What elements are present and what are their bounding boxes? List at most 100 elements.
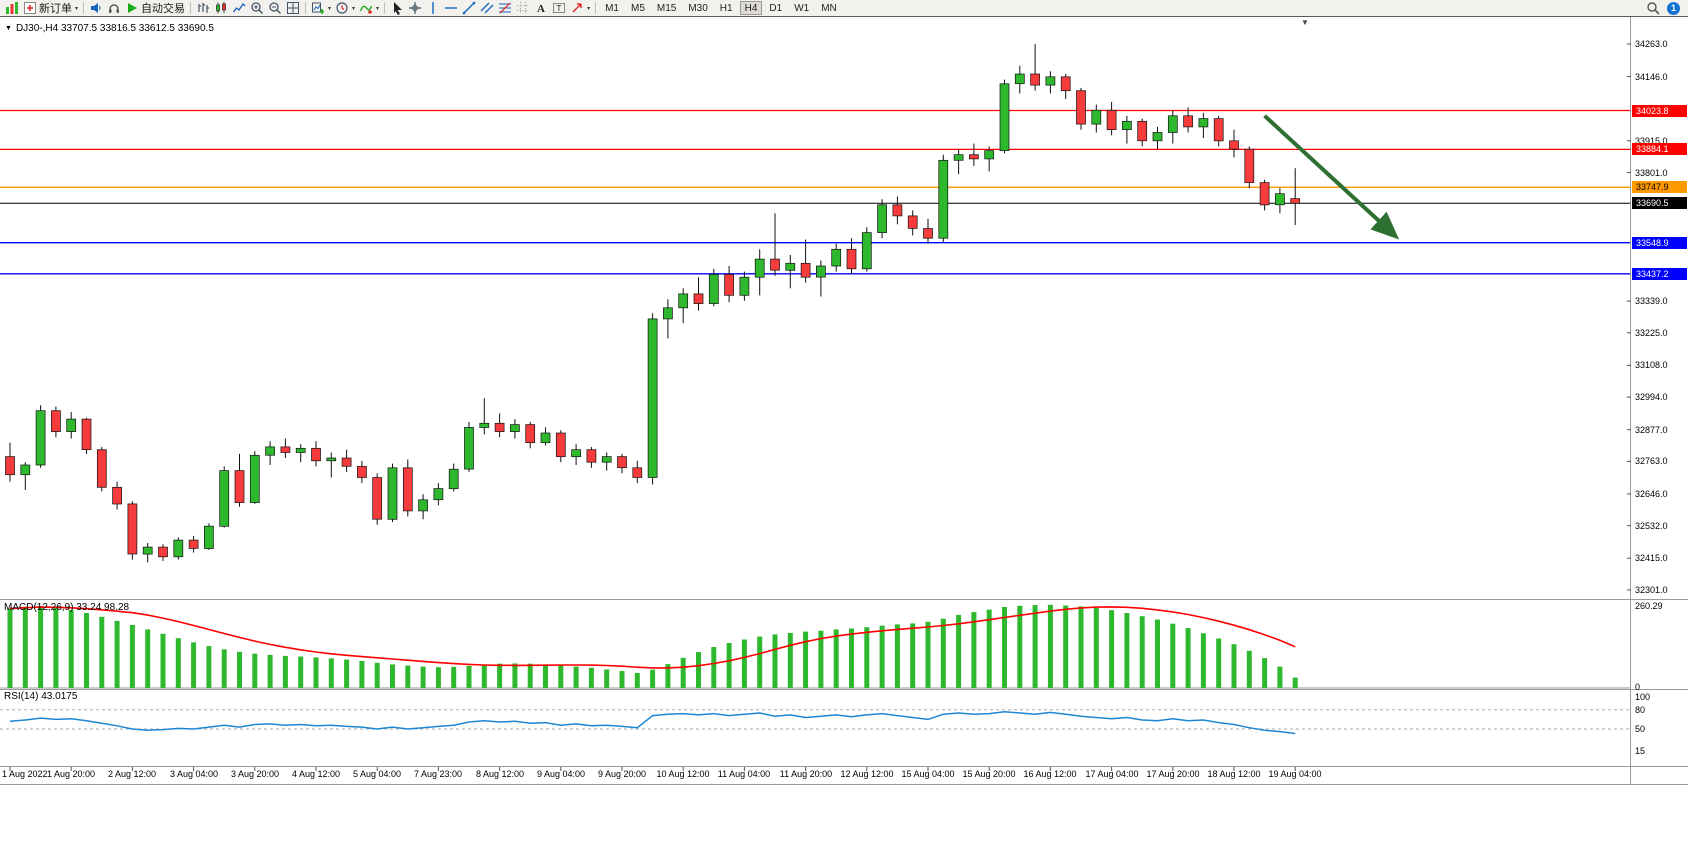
fibonacci-tool-icon[interactable] [496, 0, 514, 16]
time-axis-label[interactable]: 2 Aug 12:00 [107, 769, 157, 779]
horizontal-line-tool-icon[interactable] [442, 0, 460, 16]
price-axis-label[interactable]: 32532.0 [1635, 521, 1668, 531]
time-axis-label[interactable]: 16 Aug 12:00 [1023, 769, 1077, 779]
timeframe-mn-button[interactable]: MN [821, 3, 837, 14]
macd-bar [1063, 605, 1069, 688]
notification-badge[interactable]: 1 [1667, 1, 1680, 15]
grid-icon[interactable] [514, 0, 532, 16]
macd-bar [1155, 619, 1160, 688]
text-label-tool-icon[interactable]: T [550, 0, 568, 16]
zoom-out-icon[interactable] [266, 0, 284, 16]
time-axis-label[interactable]: 18 Aug 12:00 [1207, 769, 1261, 779]
time-axis-label[interactable]: 10 Aug 12:00 [656, 769, 710, 779]
price-axis-label[interactable]: 33915.0 [1635, 136, 1668, 146]
textbox-glyph: T [553, 3, 566, 13]
time-axis-label[interactable]: 1 Aug 2022 [2, 769, 48, 779]
new-chart-icon[interactable]: ▾ [309, 0, 333, 16]
text-tool-icon[interactable]: A [532, 0, 550, 16]
channel-tool-icon[interactable] [478, 0, 496, 16]
price-axis-label[interactable]: 32877.0 [1635, 425, 1668, 435]
headset-glyph [109, 4, 120, 13]
cursor-glyph [394, 2, 403, 15]
timeframe-h4-button[interactable]: H4 [739, 1, 763, 15]
support-icon[interactable] [105, 0, 123, 16]
macd-bar [604, 669, 610, 688]
time-axis-label[interactable]: 17 Aug 04:00 [1085, 769, 1139, 779]
candlestick-series [5, 44, 1301, 563]
macd-bar [1262, 658, 1268, 688]
charts-window-icon[interactable] [3, 0, 21, 16]
macd-bar [344, 659, 350, 688]
timeframe-m30-button[interactable]: M30 [688, 3, 708, 14]
time-axis-label[interactable]: 3 Aug 20:00 [230, 769, 280, 779]
macd-bar [787, 632, 793, 688]
zoom-in-icon[interactable] [248, 0, 266, 16]
macd-bar [879, 625, 885, 688]
profiles-icon[interactable]: ▾ [333, 0, 357, 16]
macd-bar [1002, 607, 1007, 688]
price-axis-label[interactable]: 32646.0 [1635, 489, 1668, 499]
price-axis-label[interactable]: 32763.0 [1635, 456, 1668, 466]
timeframe-d1-button[interactable]: D1 [769, 3, 783, 14]
price-axis-label[interactable]: 33225.0 [1635, 328, 1668, 338]
time-axis-label[interactable]: 3 Aug 04:00 [169, 769, 219, 779]
community-icon[interactable] [87, 0, 105, 16]
macd-bar [114, 620, 120, 688]
line-chart-type-icon[interactable] [230, 0, 248, 16]
price-axis-label[interactable]: 32994.0 [1635, 392, 1668, 402]
arrows-tool-icon[interactable]: ▾ [568, 0, 592, 16]
chart-shift-marker[interactable]: ▼ [1301, 18, 1309, 27]
time-axis-label[interactable]: 17 Aug 20:00 [1146, 769, 1200, 779]
timeframe-w1-button[interactable]: W1 [794, 3, 810, 14]
macd-bar [894, 624, 900, 688]
chevron-down-icon: ▾ [376, 5, 380, 12]
time-axis-label[interactable]: 15 Aug 04:00 [901, 769, 955, 779]
crosshair-tool-icon[interactable] [406, 0, 424, 16]
search-button[interactable] [1644, 0, 1662, 16]
bar-chart-type-icon[interactable] [194, 0, 212, 16]
timeframe-m1-button[interactable]: M1 [605, 3, 619, 14]
one-click-trading-toggle[interactable]: ▼ [5, 25, 12, 32]
macd-bar [221, 649, 227, 688]
price-axis-label[interactable]: 32301.0 [1635, 585, 1668, 595]
time-axis-label[interactable]: 5 Aug 04:00 [352, 769, 402, 779]
price-axis-label[interactable]: 32415.0 [1635, 553, 1668, 563]
time-axis-label[interactable]: 15 Aug 20:00 [962, 769, 1016, 779]
horizontal-level-lines[interactable] [0, 109, 1630, 275]
price-axis-label[interactable]: 33801.0 [1635, 168, 1668, 178]
timeframe-m15-button[interactable]: M15 [656, 3, 677, 14]
trend-arrow-annotation[interactable] [1263, 114, 1400, 240]
time-axis-label[interactable]: 9 Aug 04:00 [536, 769, 586, 779]
time-axis-label[interactable]: 1 Aug 20:00 [46, 769, 96, 779]
time-axis-label[interactable]: 8 Aug 12:00 [475, 769, 525, 779]
macd-bar [910, 623, 916, 688]
price-axis-label[interactable]: 33108.0 [1635, 360, 1668, 370]
auto-trading-button[interactable]: 自动交易 [123, 0, 187, 16]
macd-bar [1200, 633, 1206, 688]
macd-bar [772, 634, 778, 688]
candlestick-chart-type-icon[interactable] [212, 0, 230, 16]
macd-bar [634, 672, 640, 688]
time-axis-label[interactable]: 9 Aug 20:00 [597, 769, 647, 779]
price-axis-label[interactable]: 34146.0 [1635, 72, 1668, 82]
time-axis-label[interactable]: 12 Aug 12:00 [840, 769, 894, 779]
cursor-tool-icon[interactable] [388, 0, 406, 16]
timeframe-m5-button[interactable]: M5 [630, 3, 645, 14]
indicators-icon[interactable]: ▾ [357, 0, 381, 16]
time-axis-label[interactable]: 4 Aug 12:00 [291, 769, 341, 779]
new-order-button[interactable]: 新订单 ▾ [21, 0, 80, 16]
time-axis-label[interactable]: 19 Aug 04:00 [1268, 769, 1322, 779]
price-axis-label[interactable]: 34263.0 [1635, 39, 1668, 49]
trendline-tool-icon[interactable] [460, 0, 478, 16]
time-axis-label[interactable]: 11 Aug 20:00 [779, 769, 833, 779]
time-axis-label[interactable]: 7 Aug 23:00 [413, 769, 463, 779]
vertical-line-tool-icon[interactable] [424, 0, 442, 16]
time-axis-label[interactable]: 11 Aug 04:00 [717, 769, 771, 779]
tile-windows-icon[interactable] [284, 0, 302, 16]
rsi-line [9, 710, 1296, 735]
rsi-panel[interactable] [0, 709, 1630, 735]
price-axis-label[interactable]: 33339.0 [1635, 296, 1668, 306]
macd-panel[interactable] [0, 604, 1630, 689]
timeframe-h1-button[interactable]: H1 [719, 3, 733, 14]
